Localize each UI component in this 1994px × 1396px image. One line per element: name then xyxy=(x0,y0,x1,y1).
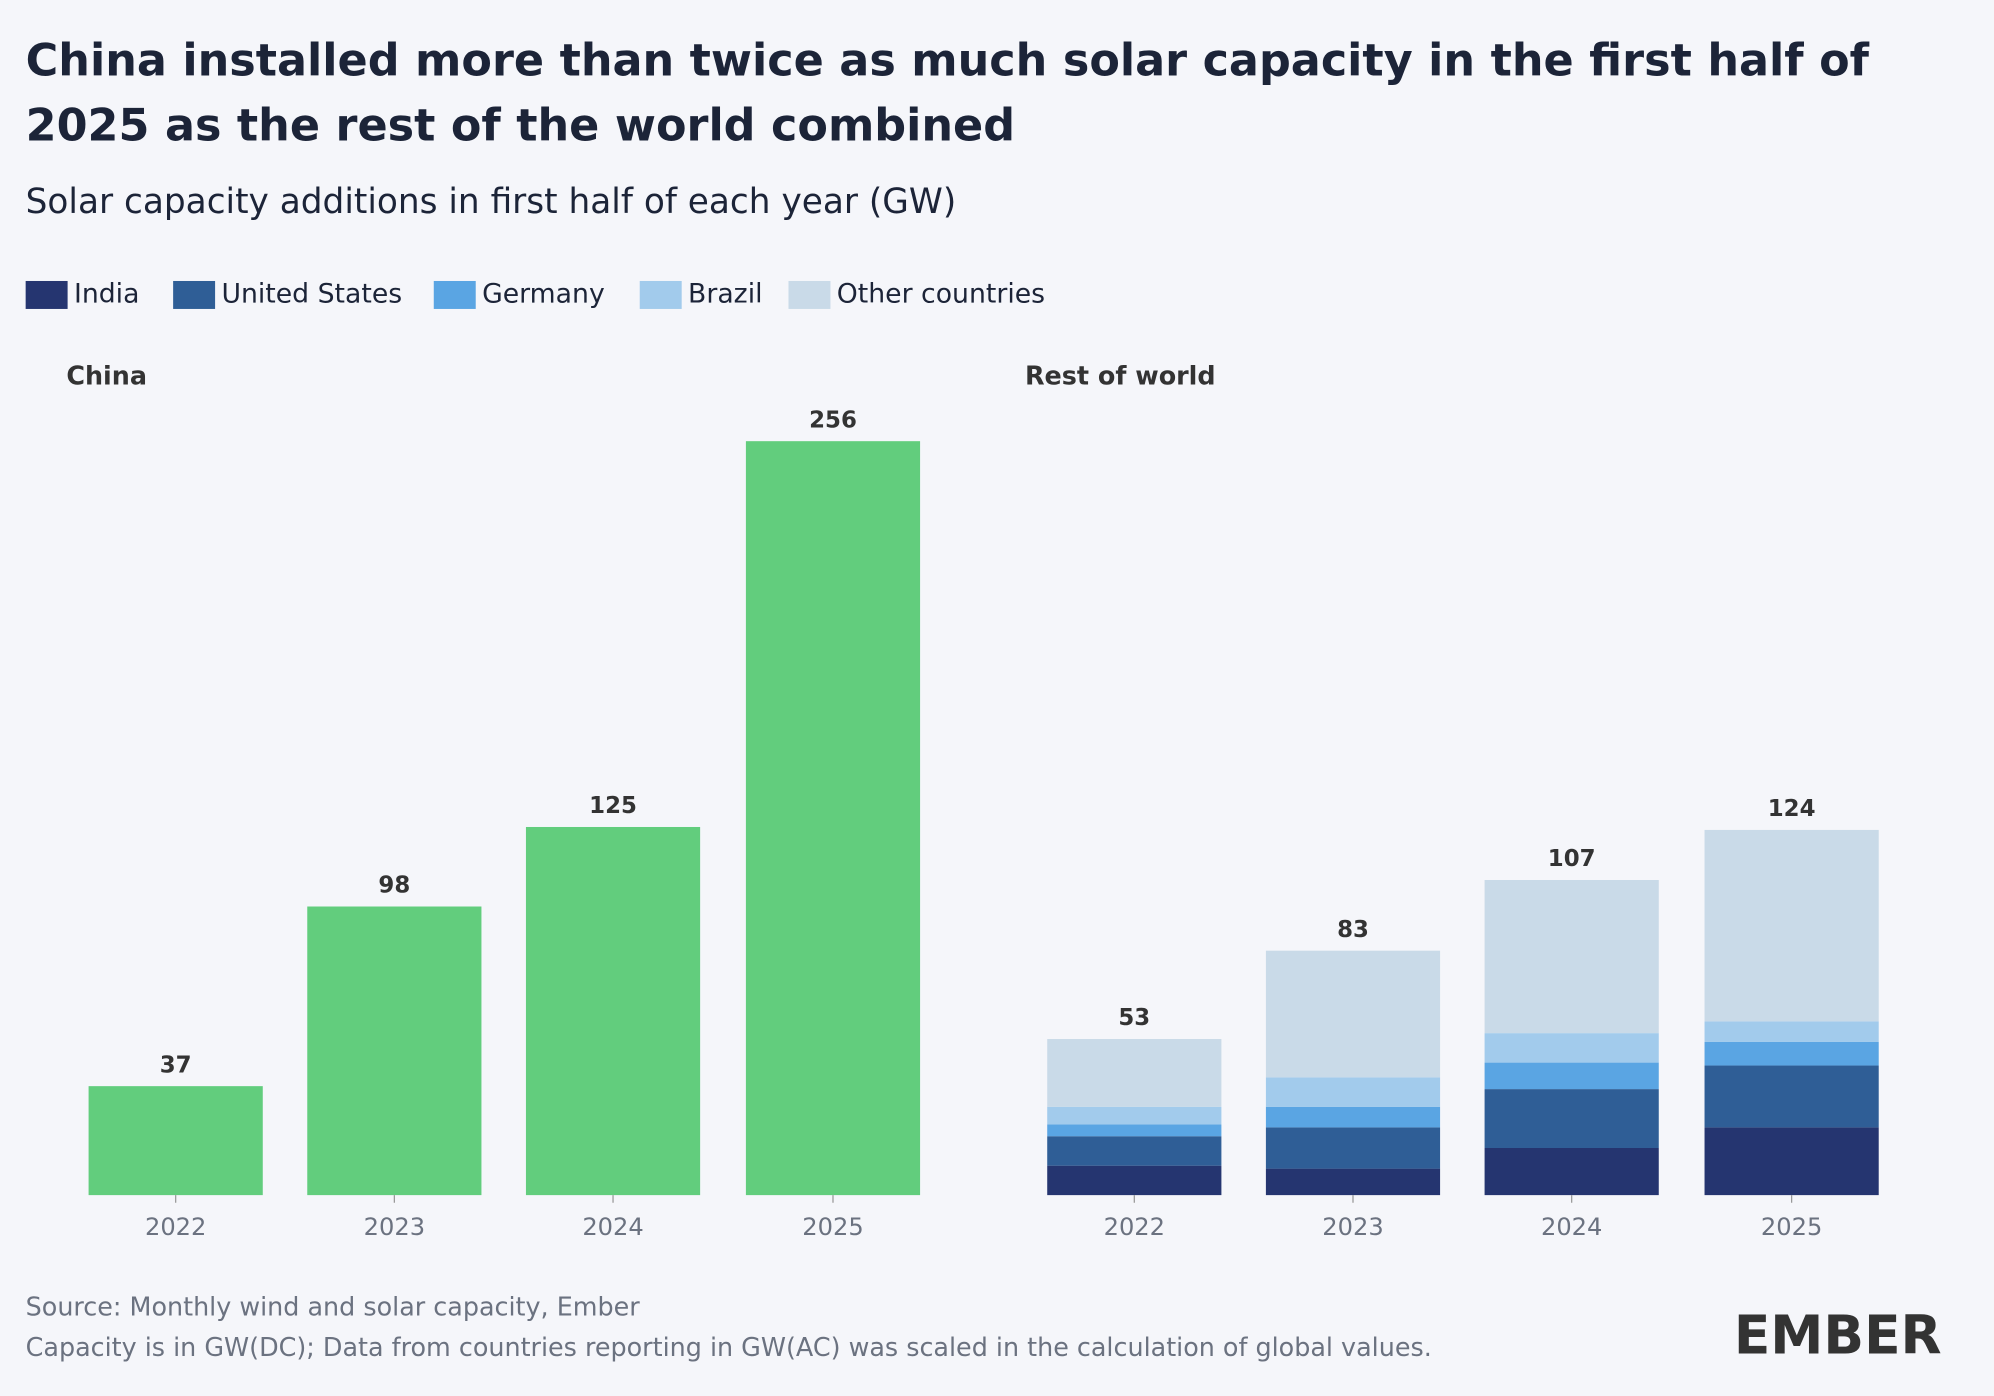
legend-label: Brazil xyxy=(688,278,762,309)
note: Capacity is in GW(DC); Data from countri… xyxy=(26,1332,1432,1362)
panel-title: China xyxy=(66,361,147,391)
bar-segment xyxy=(1704,829,1879,1022)
legend-swatch xyxy=(25,280,68,309)
x-tick-label: 2025 xyxy=(1761,1213,1822,1241)
legend-swatch xyxy=(788,280,831,309)
bar-segment xyxy=(1484,1033,1659,1063)
bar-segment xyxy=(1484,879,1659,1034)
legend-label: Germany xyxy=(482,278,605,309)
logo: EMBER xyxy=(1734,1303,1942,1366)
value-label: 98 xyxy=(378,873,410,899)
x-tick-label: 2022 xyxy=(145,1213,206,1241)
bar-segment xyxy=(1265,1127,1441,1169)
x-tick-label: 2024 xyxy=(1541,1213,1602,1241)
x-tick-label: 2022 xyxy=(1104,1213,1165,1241)
bar-segment xyxy=(1047,1106,1222,1125)
legend-swatch xyxy=(639,280,682,309)
bar-segment xyxy=(1265,950,1441,1078)
bar-segment xyxy=(1704,1021,1879,1042)
x-tick-label: 2023 xyxy=(1322,1213,1383,1241)
legend-swatch xyxy=(433,280,476,309)
bar-segment xyxy=(1047,1039,1222,1107)
bar xyxy=(307,906,482,1196)
bar-segment xyxy=(1484,1062,1659,1090)
value-label: 107 xyxy=(1548,846,1596,872)
bar-segment xyxy=(1484,1147,1659,1196)
value-label: 37 xyxy=(160,1052,192,1078)
x-tick-label: 2025 xyxy=(802,1213,863,1241)
bar xyxy=(88,1086,263,1196)
source: Source: Monthly wind and solar capacity,… xyxy=(26,1291,641,1321)
value-label: 256 xyxy=(809,407,857,433)
bar-segment xyxy=(1047,1124,1222,1137)
bar-segment xyxy=(1484,1089,1659,1148)
x-tick-label: 2024 xyxy=(582,1213,643,1241)
bar-segment xyxy=(1704,1065,1879,1128)
legend-label: India xyxy=(74,278,140,309)
value-label: 125 xyxy=(589,793,637,819)
bar-segment xyxy=(1047,1136,1222,1166)
bar-segment xyxy=(1704,1041,1879,1066)
bar xyxy=(525,826,701,1196)
bar-segment xyxy=(1265,1168,1441,1196)
legend-label: Other countries xyxy=(837,278,1045,309)
bar-segment xyxy=(1265,1077,1441,1107)
chart-subtitle: Solar capacity additions in first half o… xyxy=(26,182,957,222)
chart-title: China installed more than twice as much … xyxy=(26,36,1870,152)
bar-segment xyxy=(1704,1127,1879,1196)
x-tick-label: 2023 xyxy=(364,1213,425,1241)
value-label: 53 xyxy=(1118,1005,1150,1031)
panel-title: Rest of world xyxy=(1025,361,1216,391)
bar-segment xyxy=(1047,1165,1222,1196)
legend-label: United States xyxy=(221,278,402,309)
bar xyxy=(745,441,921,1196)
legend-swatch xyxy=(173,280,216,309)
value-label: 83 xyxy=(1337,917,1369,943)
value-label: 124 xyxy=(1768,796,1816,822)
bar-segment xyxy=(1265,1106,1441,1128)
